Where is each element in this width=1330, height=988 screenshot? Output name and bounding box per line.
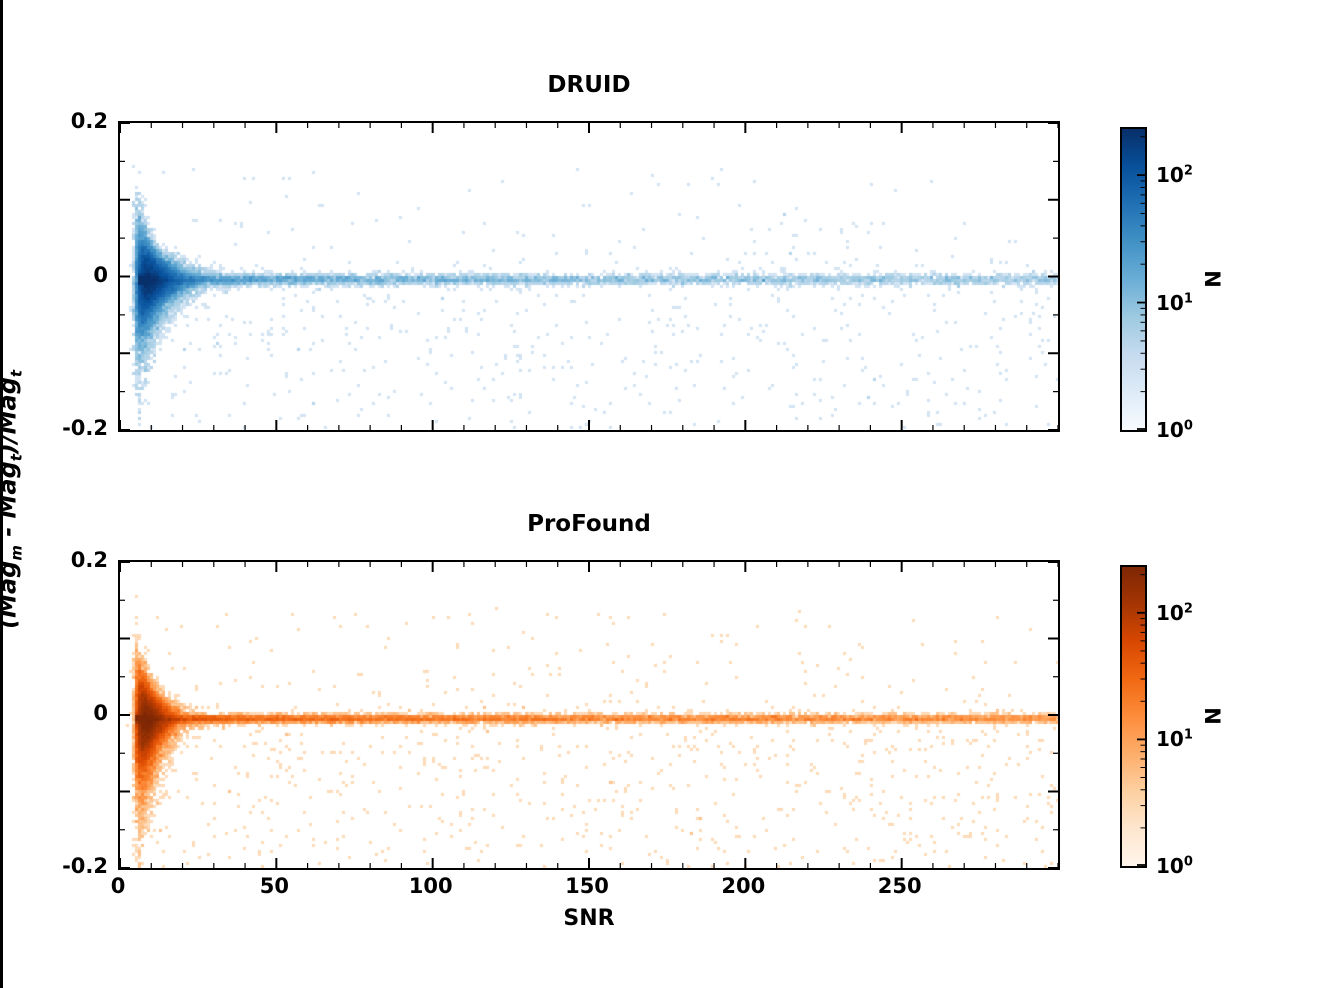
y-tick-label: 0 — [93, 262, 108, 287]
ylabel-text: - Mag — [0, 461, 22, 537]
ylabel-subscript: t — [7, 369, 26, 378]
ylabel-text: )/Mag — [0, 377, 22, 455]
density-canvas-profound — [120, 562, 1058, 868]
colorbar-gradient-profound — [1120, 565, 1147, 868]
y-tick-label: -0.2 — [62, 416, 108, 440]
axis-ticks-profound — [120, 562, 1058, 868]
y-axis-label: (Magm - Magt)/Magt — [0, 319, 31, 679]
ylabel-text: (Mag — [0, 560, 22, 629]
x-tick-label: 250 — [877, 874, 922, 898]
colorbar-tick-label: 101 — [1156, 727, 1193, 752]
colorbar-axis-label-druid: N — [1200, 270, 1224, 288]
colorbar-canvas-druid — [1122, 129, 1145, 430]
plot-title-profound: ProFound — [527, 511, 651, 537]
ylabel-subscript: m — [7, 545, 26, 561]
x-tick-label: 50 — [259, 874, 289, 898]
plot-title-druid: DRUID — [547, 72, 631, 98]
colorbar-profound: 100 101 102 N — [1120, 565, 1330, 878]
axis-ticks-druid — [120, 123, 1058, 430]
colorbar-tick-label: 100 — [1156, 854, 1193, 878]
colorbar-tick-labels-profound: 100 101 102 — [1156, 565, 1226, 878]
colorbar-tick-label: 102 — [1156, 600, 1193, 625]
x-tick-label: 150 — [565, 874, 609, 898]
colorbar-tick-labels-druid: 100 101 102 — [1156, 127, 1226, 442]
plot-area-profound — [118, 560, 1060, 870]
x-axis-label: SNR — [563, 906, 615, 931]
x-tick-labels: 0 50 100 150 200 250 — [111, 874, 1060, 900]
left-edge-line — [0, 0, 3, 988]
density-canvas-druid — [120, 123, 1058, 430]
colorbar-tick-label: 100 — [1156, 418, 1193, 442]
colorbar-axis-label-profound: N — [1200, 707, 1224, 725]
colorbar-tick-label: 102 — [1156, 163, 1193, 188]
y-tick-label: -0.2 — [62, 854, 108, 878]
x-tick-label: 0 — [110, 874, 126, 898]
colorbar-ticks-druid — [1137, 136, 1145, 430]
colorbar-ticks-profound — [1137, 574, 1145, 866]
y-tick-label: 0.2 — [70, 109, 108, 133]
plot-area-druid — [118, 121, 1060, 432]
colorbar-druid: 100 101 102 N — [1120, 127, 1330, 442]
y-tick-label: 0.2 — [70, 548, 108, 572]
colorbar-tick-label: 101 — [1156, 290, 1193, 315]
colorbar-canvas-profound — [1122, 567, 1145, 866]
x-tick-label: 200 — [721, 874, 766, 898]
ylabel-subscript: t — [7, 454, 26, 462]
colorbar-gradient-druid — [1120, 127, 1147, 432]
x-tick-label: 100 — [408, 874, 453, 898]
y-tick-label: 0 — [93, 701, 108, 725]
y-tick-labels-profound: 0.2 0 -0.2 — [28, 548, 108, 878]
y-tick-labels-druid: 0.2 0 -0.2 — [28, 109, 108, 440]
